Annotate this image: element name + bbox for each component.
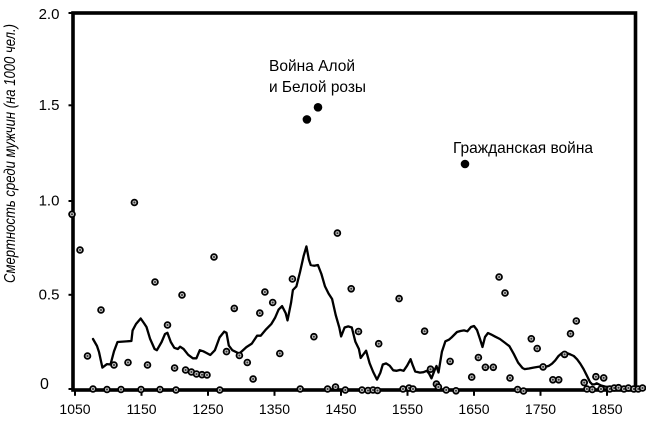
svg-text:1150: 1150	[126, 401, 156, 417]
svg-text:1550: 1550	[392, 401, 423, 417]
svg-text:0: 0	[40, 376, 49, 393]
svg-text:1.5: 1.5	[39, 97, 60, 114]
svg-text:1850: 1850	[591, 401, 622, 417]
svg-text:0.5: 0.5	[39, 286, 60, 303]
svg-text:1050: 1050	[59, 401, 90, 417]
svg-text:1750: 1750	[525, 401, 556, 417]
svg-text:1450: 1450	[325, 401, 356, 417]
svg-text:2.0: 2.0	[39, 6, 60, 23]
svg-text:1650: 1650	[458, 401, 489, 417]
svg-text:1250: 1250	[192, 401, 223, 417]
svg-text:1350: 1350	[259, 401, 290, 417]
svg-text:Гражданская война: Гражданская война	[453, 140, 593, 157]
svg-text:и Белой розы: и Белой розы	[269, 79, 366, 96]
svg-text:Война Алой: Война Алой	[269, 58, 355, 75]
svg-text:1.0: 1.0	[39, 193, 60, 210]
svg-text:Смертность среди мужчин (на 10: Смертность среди мужчин (на 1000 чел.)	[2, 24, 19, 283]
